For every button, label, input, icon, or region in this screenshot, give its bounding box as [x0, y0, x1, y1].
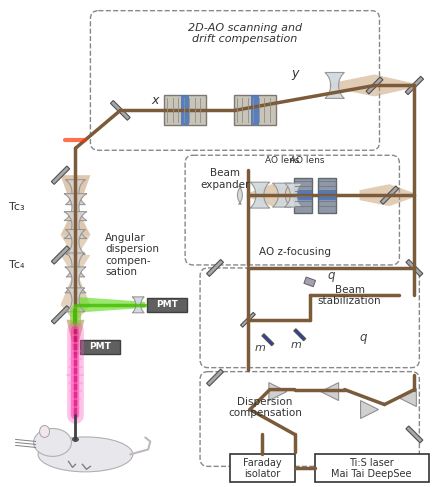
Polygon shape — [360, 400, 378, 418]
Polygon shape — [75, 297, 145, 313]
Bar — [251, 95, 258, 125]
Text: Tc₄: Tc₄ — [9, 260, 24, 270]
Polygon shape — [66, 320, 84, 340]
Bar — [230, 454, 294, 482]
Text: x: x — [151, 94, 159, 107]
Polygon shape — [374, 75, 413, 96]
Text: Tc₃: Tc₃ — [9, 202, 24, 212]
Polygon shape — [324, 73, 343, 98]
Bar — [293, 190, 311, 200]
Polygon shape — [51, 306, 70, 324]
Polygon shape — [404, 76, 423, 94]
Polygon shape — [237, 186, 242, 204]
Text: m: m — [290, 340, 300, 350]
Polygon shape — [132, 297, 144, 313]
Polygon shape — [271, 184, 304, 206]
Polygon shape — [206, 260, 223, 277]
Polygon shape — [206, 369, 223, 386]
Bar — [80, 340, 120, 354]
Polygon shape — [110, 100, 130, 120]
Text: Beam
expander: Beam expander — [200, 168, 249, 190]
Polygon shape — [261, 334, 273, 346]
Polygon shape — [284, 183, 302, 207]
Bar — [293, 178, 311, 213]
Polygon shape — [329, 75, 374, 96]
Polygon shape — [389, 184, 413, 206]
Polygon shape — [320, 383, 338, 400]
Polygon shape — [64, 194, 87, 221]
Text: Faraday
isolator: Faraday isolator — [242, 458, 280, 479]
Bar — [314, 454, 428, 482]
Text: PMT: PMT — [89, 342, 111, 351]
Polygon shape — [359, 184, 389, 206]
Polygon shape — [66, 253, 85, 277]
Polygon shape — [65, 267, 86, 293]
Text: Beam
stabilization: Beam stabilization — [317, 285, 381, 306]
Polygon shape — [379, 186, 398, 205]
Bar — [317, 190, 335, 200]
Polygon shape — [65, 229, 85, 255]
Polygon shape — [65, 180, 85, 205]
Bar — [147, 298, 187, 312]
Polygon shape — [60, 235, 90, 255]
Ellipse shape — [38, 437, 132, 472]
Ellipse shape — [39, 426, 49, 437]
Text: Dispersion
compensation: Dispersion compensation — [227, 397, 301, 418]
Polygon shape — [365, 77, 382, 94]
Polygon shape — [60, 175, 90, 210]
Polygon shape — [247, 184, 271, 206]
Bar — [233, 95, 275, 125]
Bar — [317, 178, 335, 213]
Polygon shape — [398, 389, 415, 407]
Polygon shape — [60, 210, 90, 235]
Polygon shape — [60, 305, 90, 320]
Bar — [181, 95, 189, 125]
Text: q: q — [359, 331, 366, 344]
Text: AO lens: AO lens — [264, 156, 298, 165]
Bar — [164, 95, 205, 125]
Text: q: q — [327, 269, 334, 282]
Polygon shape — [60, 255, 90, 275]
Polygon shape — [250, 182, 269, 208]
Text: PMT: PMT — [156, 300, 178, 309]
Text: Angular
dispersion
compen-
sation: Angular dispersion compen- sation — [105, 233, 159, 278]
Text: y: y — [290, 67, 298, 80]
Polygon shape — [405, 426, 422, 443]
Text: 2D-AO scanning and
drift compensation: 2D-AO scanning and drift compensation — [187, 22, 301, 44]
Text: AO z-focusing: AO z-focusing — [258, 247, 330, 257]
Polygon shape — [51, 246, 70, 264]
Polygon shape — [268, 383, 286, 400]
Polygon shape — [51, 166, 70, 185]
Polygon shape — [272, 183, 290, 207]
Text: AO lens: AO lens — [290, 156, 324, 165]
Polygon shape — [293, 329, 305, 341]
Polygon shape — [240, 312, 255, 327]
Polygon shape — [405, 260, 422, 277]
Text: m: m — [254, 343, 265, 353]
Polygon shape — [60, 275, 90, 305]
Polygon shape — [71, 340, 79, 355]
Polygon shape — [64, 211, 87, 239]
Polygon shape — [66, 288, 85, 312]
Polygon shape — [303, 277, 315, 287]
Ellipse shape — [34, 429, 71, 456]
Ellipse shape — [72, 437, 78, 441]
Text: Ti:S laser
Mai Tai DeepSee: Ti:S laser Mai Tai DeepSee — [331, 458, 411, 479]
